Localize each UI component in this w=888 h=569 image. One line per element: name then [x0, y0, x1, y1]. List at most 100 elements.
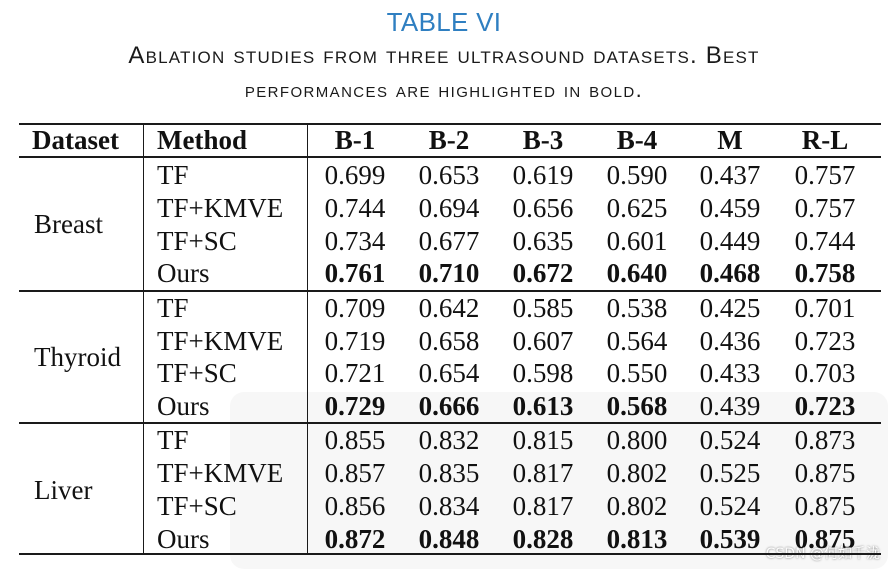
table-rule: [19, 422, 881, 424]
metric-value: 0.734: [324, 225, 386, 256]
method-label: TF+KMVE: [157, 458, 284, 489]
metric-value: 0.699: [324, 160, 386, 190]
metric-value: 0.701: [794, 292, 856, 323]
metric-value: 0.550: [606, 358, 668, 389]
metric-value: 0.677: [418, 225, 480, 256]
method-label: TF+SC: [157, 225, 237, 256]
dataset-label: Liver: [34, 474, 93, 505]
metric-value: 0.524: [699, 425, 761, 456]
metric-value: 0.761: [324, 258, 386, 289]
metric-value: 0.640: [606, 258, 668, 289]
metric-value: 0.524: [699, 491, 761, 521]
table-number: TABLE VI: [386, 7, 502, 37]
column-header: B-1: [334, 125, 376, 155]
metric-value: 0.817: [512, 458, 574, 489]
metric-value: 0.875: [794, 491, 856, 521]
table-caption-line-1: Ablation studies from three ultrasound d…: [128, 42, 760, 69]
metric-value: 0.449: [699, 225, 761, 256]
column-header: B-4: [616, 125, 658, 155]
column-header: B-2: [428, 125, 470, 155]
metric-value: 0.872: [324, 523, 386, 554]
method-label: TF+SC: [157, 358, 237, 389]
metric-value: 0.744: [324, 192, 386, 223]
metric-value: 0.439: [699, 391, 761, 422]
column-header: Dataset: [32, 125, 119, 155]
column-header: R-L: [801, 125, 849, 155]
metric-value: 0.590: [606, 160, 668, 190]
method-label: TF+KMVE: [157, 325, 284, 356]
metric-value: 0.607: [512, 325, 574, 356]
metric-value: 0.525: [699, 458, 761, 489]
metric-value: 0.757: [794, 160, 856, 190]
table-column-divider: [307, 123, 308, 554]
metric-value: 0.564: [606, 325, 668, 356]
method-label: Ours: [157, 523, 210, 554]
metric-value: 0.619: [512, 160, 574, 190]
dataset-label: Thyroid: [34, 341, 121, 372]
metric-value: 0.744: [794, 225, 856, 256]
metric-value: 0.813: [606, 523, 668, 554]
metric-value: 0.666: [418, 391, 480, 422]
metric-value: 0.873: [794, 425, 856, 456]
column-header: B-3: [522, 125, 564, 155]
metric-value: 0.656: [512, 192, 574, 223]
metric-value: 0.601: [606, 225, 668, 256]
metric-value: 0.658: [418, 325, 480, 356]
method-label: TF+KMVE: [157, 192, 284, 223]
method-label: TF: [157, 425, 189, 456]
metric-value: 0.436: [699, 325, 761, 356]
dataset-label: Breast: [34, 209, 103, 240]
metric-value: 0.710: [418, 258, 480, 289]
metric-value: 0.539: [699, 523, 761, 554]
metric-value: 0.468: [699, 258, 761, 289]
metric-value: 0.758: [794, 258, 856, 289]
metric-value: 0.425: [699, 292, 761, 323]
metric-value: 0.625: [606, 192, 668, 223]
metric-value: 0.729: [324, 391, 386, 422]
column-header: Method: [157, 125, 247, 155]
table-rule: [19, 553, 881, 555]
metric-value: 0.568: [606, 391, 668, 422]
method-label: Ours: [157, 258, 210, 289]
metric-value: 0.875: [794, 523, 856, 554]
metric-value: 0.835: [418, 458, 480, 489]
method-label: TF: [157, 292, 189, 323]
metric-value: 0.723: [794, 391, 856, 422]
metric-value: 0.815: [512, 425, 574, 456]
table-rule: [19, 123, 881, 125]
table-column-divider: [143, 123, 144, 554]
metric-value: 0.828: [512, 523, 574, 554]
metric-value: 0.875: [794, 458, 856, 489]
column-header: M: [717, 125, 743, 155]
metric-value: 0.848: [418, 523, 480, 554]
table-caption-line-2: performances are highlighted in bold.: [244, 77, 644, 102]
table-rule: [19, 156, 881, 158]
metric-value: 0.723: [794, 325, 856, 356]
table-rule: [19, 290, 881, 292]
metric-value: 0.857: [324, 458, 386, 489]
metric-value: 0.459: [699, 192, 761, 223]
metric-value: 0.802: [606, 491, 668, 521]
metric-value: 0.635: [512, 225, 574, 256]
metric-value: 0.800: [606, 425, 668, 456]
metric-value: 0.437: [699, 160, 761, 190]
metric-value: 0.832: [418, 425, 480, 456]
metric-value: 0.654: [418, 358, 480, 389]
metric-value: 0.719: [324, 325, 386, 356]
metric-value: 0.802: [606, 458, 668, 489]
method-label: TF: [157, 160, 189, 190]
metric-value: 0.817: [512, 491, 574, 521]
metric-value: 0.834: [418, 491, 480, 521]
metric-value: 0.855: [324, 425, 386, 456]
metric-value: 0.585: [512, 292, 574, 323]
metric-value: 0.703: [794, 358, 856, 389]
method-label: TF+SC: [157, 491, 237, 521]
metric-value: 0.694: [418, 192, 480, 223]
metric-value: 0.642: [418, 292, 480, 323]
method-label: Ours: [157, 391, 210, 422]
watermark-overlay: [230, 392, 888, 569]
metric-value: 0.538: [606, 292, 668, 323]
metric-value: 0.653: [418, 160, 480, 190]
metric-value: 0.613: [512, 391, 574, 422]
metric-value: 0.433: [699, 358, 761, 389]
